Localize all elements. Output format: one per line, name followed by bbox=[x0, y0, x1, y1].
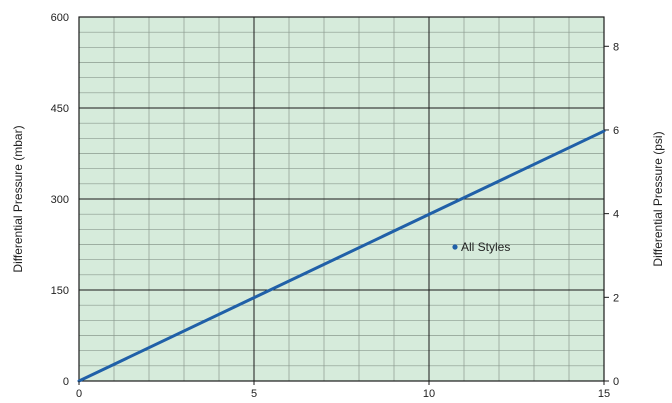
y-axis-title: Differential Pressure (mbar) bbox=[11, 125, 25, 272]
x-tick-label: 0 bbox=[76, 388, 82, 400]
series-line-0 bbox=[77, 129, 606, 383]
y2-tick-label: 0 bbox=[613, 376, 619, 388]
y2-tick-label: 6 bbox=[613, 125, 619, 137]
legend: All Styles bbox=[452, 240, 510, 254]
y2-axis-ticks: 0 2 4 6 8 bbox=[604, 41, 619, 388]
y-axis-ticks: 0 150 300 450 600 bbox=[51, 12, 69, 388]
y-tick-label: 600 bbox=[51, 12, 69, 24]
y-tick-label: 450 bbox=[51, 103, 69, 115]
y-tick-label: 150 bbox=[51, 285, 69, 297]
x-axis-ticks: 0 5 10 15 bbox=[76, 381, 610, 400]
y2-tick-label: 4 bbox=[613, 209, 619, 221]
plot-border bbox=[78, 16, 605, 382]
y2-axis-title: Differential Pressure (psi) bbox=[651, 131, 665, 266]
legend-marker bbox=[452, 244, 458, 250]
y-tick-label: 300 bbox=[51, 194, 69, 206]
y-tick-label: 0 bbox=[63, 376, 69, 388]
x-tick-label: 15 bbox=[598, 388, 610, 400]
x-tick-label: 5 bbox=[251, 388, 257, 400]
y2-tick-label: 8 bbox=[613, 41, 619, 53]
legend-label: All Styles bbox=[461, 240, 510, 254]
x-tick-label: 10 bbox=[423, 388, 435, 400]
y2-tick-label: 2 bbox=[613, 292, 619, 304]
series-layer bbox=[77, 129, 606, 383]
